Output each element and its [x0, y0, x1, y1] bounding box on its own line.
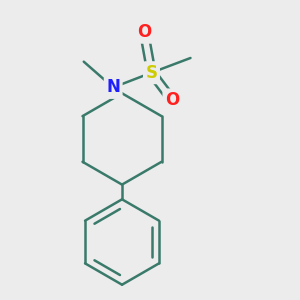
Text: O: O: [137, 23, 151, 41]
Text: O: O: [165, 91, 179, 109]
Text: N: N: [106, 78, 120, 96]
Text: S: S: [146, 64, 158, 82]
